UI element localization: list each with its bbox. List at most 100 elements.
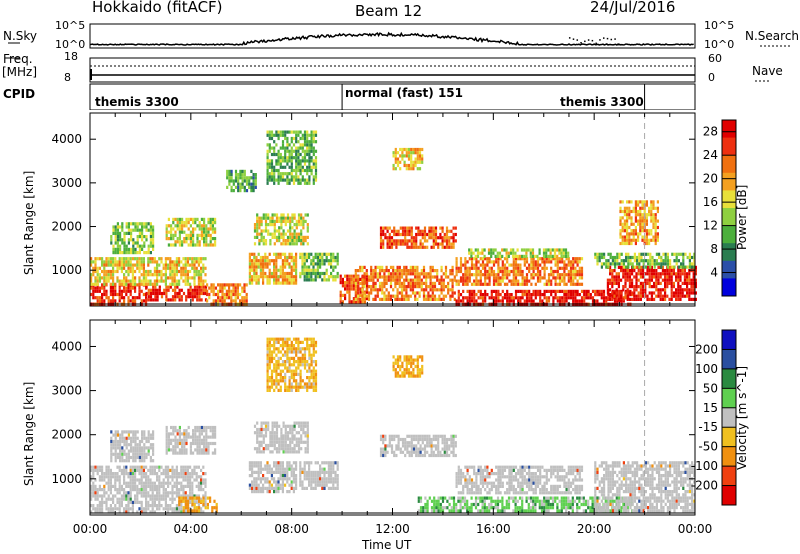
range-cell <box>382 239 385 243</box>
range-cell <box>196 233 199 237</box>
range-cell <box>181 441 184 446</box>
range-cell <box>251 259 254 263</box>
range-cell <box>401 226 405 230</box>
range-cell <box>299 143 302 147</box>
range-cell <box>129 260 132 264</box>
range-cell <box>204 285 208 289</box>
range-cell <box>114 443 117 447</box>
range-cell <box>407 278 410 282</box>
range-cell <box>299 178 302 182</box>
range-cell <box>536 276 540 280</box>
range-cell <box>259 268 262 272</box>
range-cell <box>281 146 285 150</box>
range-cell <box>468 276 471 280</box>
range-cell <box>363 272 366 276</box>
nsearch-point <box>587 39 590 41</box>
range-cell <box>483 254 486 258</box>
range-cell <box>642 281 645 285</box>
range-cell <box>451 294 454 298</box>
range-cell <box>421 154 424 158</box>
range-cell <box>666 252 669 256</box>
range-cell <box>264 271 267 276</box>
range-cell <box>215 509 218 513</box>
range-cell <box>543 260 546 264</box>
range-cell <box>191 499 194 503</box>
range-cell <box>405 288 408 292</box>
range-cell <box>210 286 213 290</box>
range-cell <box>200 288 203 292</box>
range-cell <box>262 275 265 279</box>
range-cell <box>284 232 287 236</box>
range-cell <box>141 439 144 444</box>
range-cell <box>686 278 689 282</box>
range-cell <box>214 299 217 303</box>
range-cell <box>565 293 568 297</box>
range-cell <box>490 289 493 293</box>
range-cell <box>626 235 629 239</box>
range-cell <box>664 252 667 256</box>
range-cell <box>621 209 624 214</box>
range-cell <box>383 272 386 276</box>
range-cell <box>134 494 137 498</box>
range-cell <box>334 278 337 282</box>
range-cell <box>131 475 134 479</box>
range-cell <box>495 293 498 297</box>
range-cell <box>191 468 194 472</box>
range-cell <box>639 285 642 289</box>
range-cell <box>517 299 520 303</box>
range-cell <box>363 281 366 285</box>
range-cell <box>178 263 181 267</box>
range-cell <box>416 160 419 164</box>
range-cell <box>279 255 282 260</box>
range-cell <box>123 260 126 264</box>
range-cell <box>483 248 486 252</box>
range-cell <box>140 257 143 261</box>
range-cell <box>479 293 482 297</box>
range-cell <box>292 278 295 282</box>
range-cell <box>606 281 609 285</box>
range-cell <box>266 172 269 176</box>
range-cell <box>236 286 239 290</box>
range-cell <box>185 295 188 299</box>
range-cell <box>167 257 170 261</box>
range-cell <box>204 266 207 270</box>
range-cell <box>96 296 99 300</box>
range-cell <box>308 143 311 147</box>
range-cell <box>312 265 315 269</box>
range-cell <box>453 297 456 301</box>
range-cell <box>202 488 205 492</box>
range-cell <box>256 232 259 236</box>
range-cell <box>131 507 134 511</box>
range-cell <box>107 279 110 283</box>
range-cell <box>635 288 638 292</box>
range-cell <box>162 481 165 485</box>
range-cell <box>167 285 170 289</box>
range-cell <box>293 239 296 243</box>
data-region <box>226 169 257 193</box>
range-cell <box>273 232 276 236</box>
range-cell <box>208 296 211 300</box>
range-cell <box>374 297 377 301</box>
range-cell <box>127 472 130 476</box>
range-cell <box>232 189 235 193</box>
range-cell <box>366 290 369 294</box>
range-cell <box>149 481 152 485</box>
range-cell <box>308 133 311 137</box>
range-cell <box>563 276 566 280</box>
range-cell <box>539 296 542 300</box>
range-cell <box>205 448 208 452</box>
range-cell <box>182 263 185 267</box>
range-cell <box>620 291 623 295</box>
range-cell <box>421 232 424 237</box>
range-cell <box>178 221 181 225</box>
range-cell <box>94 510 97 514</box>
range-cell <box>659 288 662 292</box>
range-cell <box>120 263 123 267</box>
range-cell <box>396 288 399 292</box>
range-cell <box>316 271 319 276</box>
range-cell <box>653 281 656 285</box>
range-cell <box>138 439 141 444</box>
range-cell <box>205 243 208 247</box>
range-cell <box>487 248 491 252</box>
range-cell <box>297 168 300 173</box>
